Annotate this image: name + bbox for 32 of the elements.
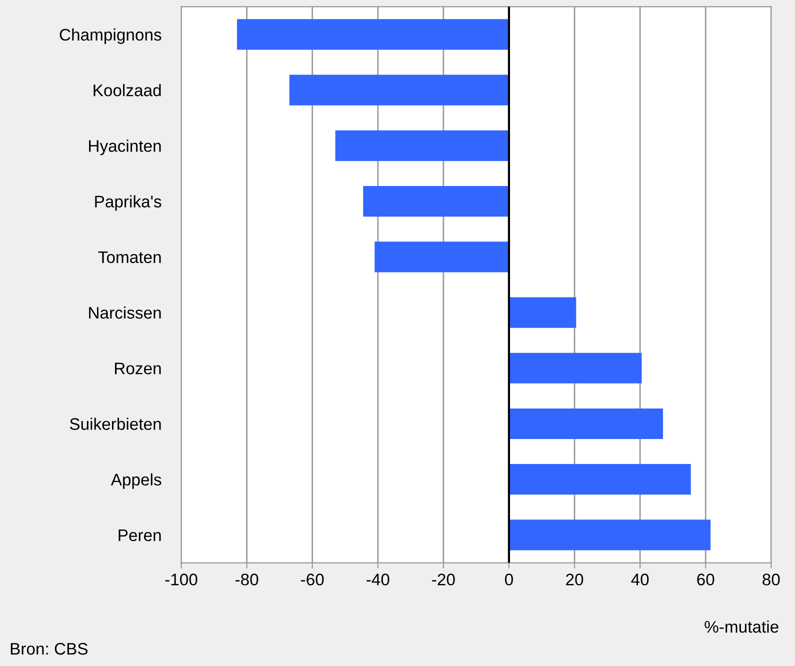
text: Bron: CBS	[10, 642, 88, 655]
y-tick-label: Suikerbieten	[70, 418, 161, 430]
bar	[508, 464, 691, 495]
x-tick-label: 40	[631, 574, 649, 586]
x-axis-title: %-mutatie	[704, 620, 778, 633]
x-tick-label: 20	[566, 574, 584, 586]
y-tick-label: Koolzaad	[94, 84, 161, 96]
y-tick-label: Paprika's	[95, 195, 162, 211]
bar	[363, 186, 509, 217]
x-tick-label: 60	[697, 574, 714, 586]
bar	[236, 19, 509, 50]
bar	[374, 242, 509, 272]
y-tick-label: Hyacinten	[89, 140, 161, 156]
bar	[335, 130, 509, 161]
y-tick-label: Rozen	[115, 362, 161, 374]
bar	[508, 408, 664, 440]
y-tick-label: Champignons	[60, 28, 162, 44]
bar	[508, 520, 711, 550]
y-tick-label: Narcissen	[89, 306, 161, 319]
bar	[508, 352, 642, 384]
x-tick-label: 80	[762, 574, 780, 586]
x-tick-label: -40	[366, 574, 390, 586]
y-tick-label: Peren	[118, 530, 161, 542]
x-tick-label: -80	[236, 574, 258, 586]
bar	[289, 74, 509, 106]
y-tick-label: Tomaten	[98, 251, 161, 264]
x-tick-label: -100	[165, 574, 198, 586]
x-tick-label: -60	[301, 574, 324, 586]
x-tick-label: -20	[432, 574, 455, 586]
bar	[508, 297, 576, 328]
x-tick-label: 0	[504, 574, 513, 586]
y-tick-label: Appels	[110, 473, 162, 489]
